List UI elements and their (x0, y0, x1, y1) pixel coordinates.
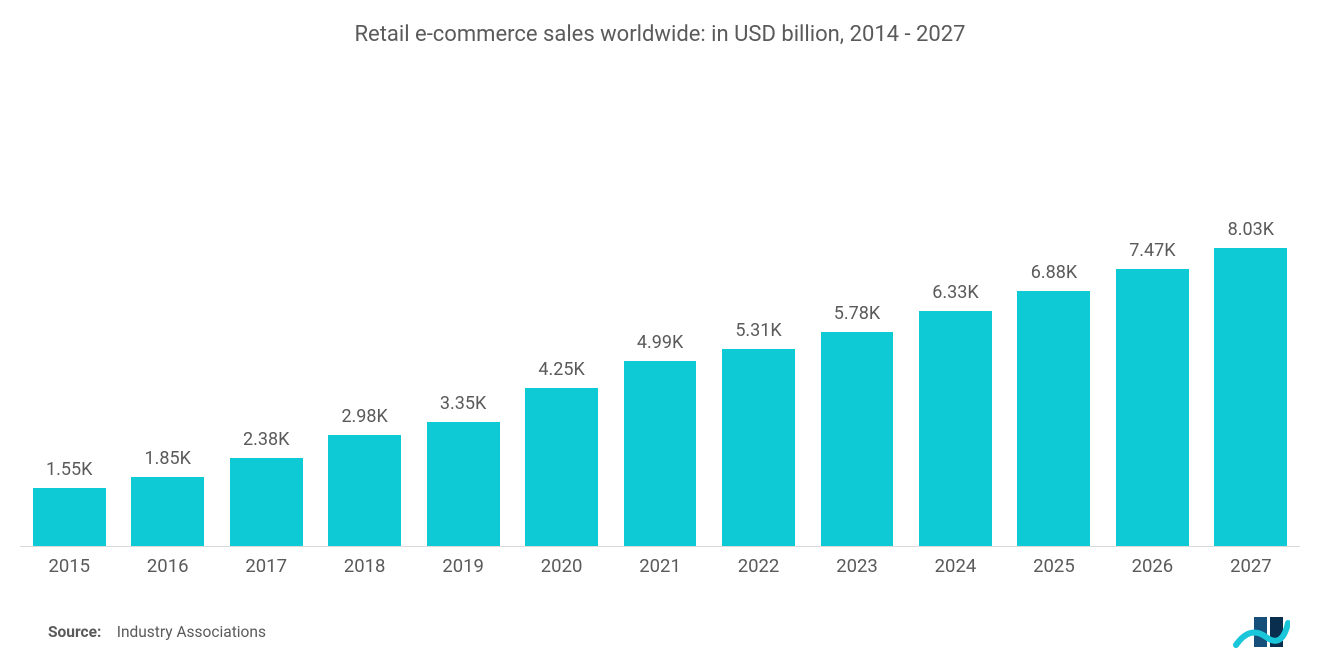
bar-value-label: 5.78K (834, 303, 880, 324)
x-axis-labels: 2015201620172018201920202021202220232024… (0, 547, 1320, 577)
bar (821, 332, 894, 547)
bar-wrap: 6.88K (1005, 77, 1103, 546)
x-axis-label: 2022 (709, 555, 807, 577)
bar-value-label: 3.35K (440, 393, 486, 414)
bar-wrap: 3.35K (414, 77, 512, 546)
bar (1116, 269, 1189, 546)
x-axis-label: 2023 (808, 555, 906, 577)
bar-value-label: 2.98K (341, 406, 387, 427)
x-axis-label: 2024 (906, 555, 1004, 577)
bar (1214, 248, 1287, 546)
bar-wrap: 2.98K (315, 77, 413, 546)
bar (1017, 291, 1090, 546)
x-axis-label: 2026 (1103, 555, 1201, 577)
x-axis-label: 2027 (1202, 555, 1300, 577)
bar-value-label: 4.99K (637, 332, 683, 353)
x-axis-label: 2019 (414, 555, 512, 577)
x-axis-label: 2021 (611, 555, 709, 577)
source-text: Industry Associations (117, 623, 266, 641)
bar-wrap: 1.55K (20, 77, 118, 546)
x-axis-label: 2015 (20, 555, 118, 577)
x-axis-label: 2025 (1005, 555, 1103, 577)
bar-value-label: 6.88K (1031, 262, 1077, 283)
bar (919, 311, 992, 546)
x-axis-label: 2018 (315, 555, 413, 577)
bar (427, 422, 500, 546)
x-axis-label: 2020 (512, 555, 610, 577)
chart-title: Retail e-commerce sales worldwide: in US… (0, 0, 1320, 57)
bar (131, 477, 204, 546)
bar-value-label: 5.31K (735, 320, 781, 341)
bar-value-label: 8.03K (1228, 219, 1274, 240)
bar-wrap: 4.25K (512, 77, 610, 546)
bar-wrap: 5.78K (808, 77, 906, 546)
source-label: Source: (48, 623, 101, 641)
bar-wrap: 5.31K (709, 77, 807, 546)
bar (33, 488, 106, 546)
bar-value-label: 1.85K (145, 448, 191, 469)
bar-value-label: 1.55K (46, 459, 92, 480)
chart-footer: Source: Industry Associations (0, 577, 1320, 665)
x-axis-label: 2017 (217, 555, 315, 577)
bar-wrap: 2.38K (217, 77, 315, 546)
source-citation: Source: Industry Associations (48, 623, 266, 641)
bar-wrap: 6.33K (906, 77, 1004, 546)
chart-container: Retail e-commerce sales worldwide: in US… (0, 0, 1320, 665)
bar-value-label: 2.38K (243, 429, 289, 450)
bar (230, 458, 303, 546)
bar (624, 361, 697, 546)
bar-value-label: 7.47K (1129, 240, 1175, 261)
bar (525, 388, 598, 546)
bar (722, 349, 795, 546)
bar-value-label: 4.25K (538, 359, 584, 380)
bar-wrap: 8.03K (1202, 77, 1300, 546)
brand-logo-icon (1232, 615, 1290, 649)
bar-wrap: 4.99K (611, 77, 709, 546)
plot-area: 1.55K 1.85K 2.38K 2.98K 3.35K 4.25K 4.99K 5.31K… (0, 57, 1320, 546)
bar-wrap: 7.47K (1103, 77, 1201, 546)
x-axis-label: 2016 (118, 555, 216, 577)
bar-value-label: 6.33K (932, 282, 978, 303)
bar (328, 435, 401, 546)
bar-wrap: 1.85K (118, 77, 216, 546)
